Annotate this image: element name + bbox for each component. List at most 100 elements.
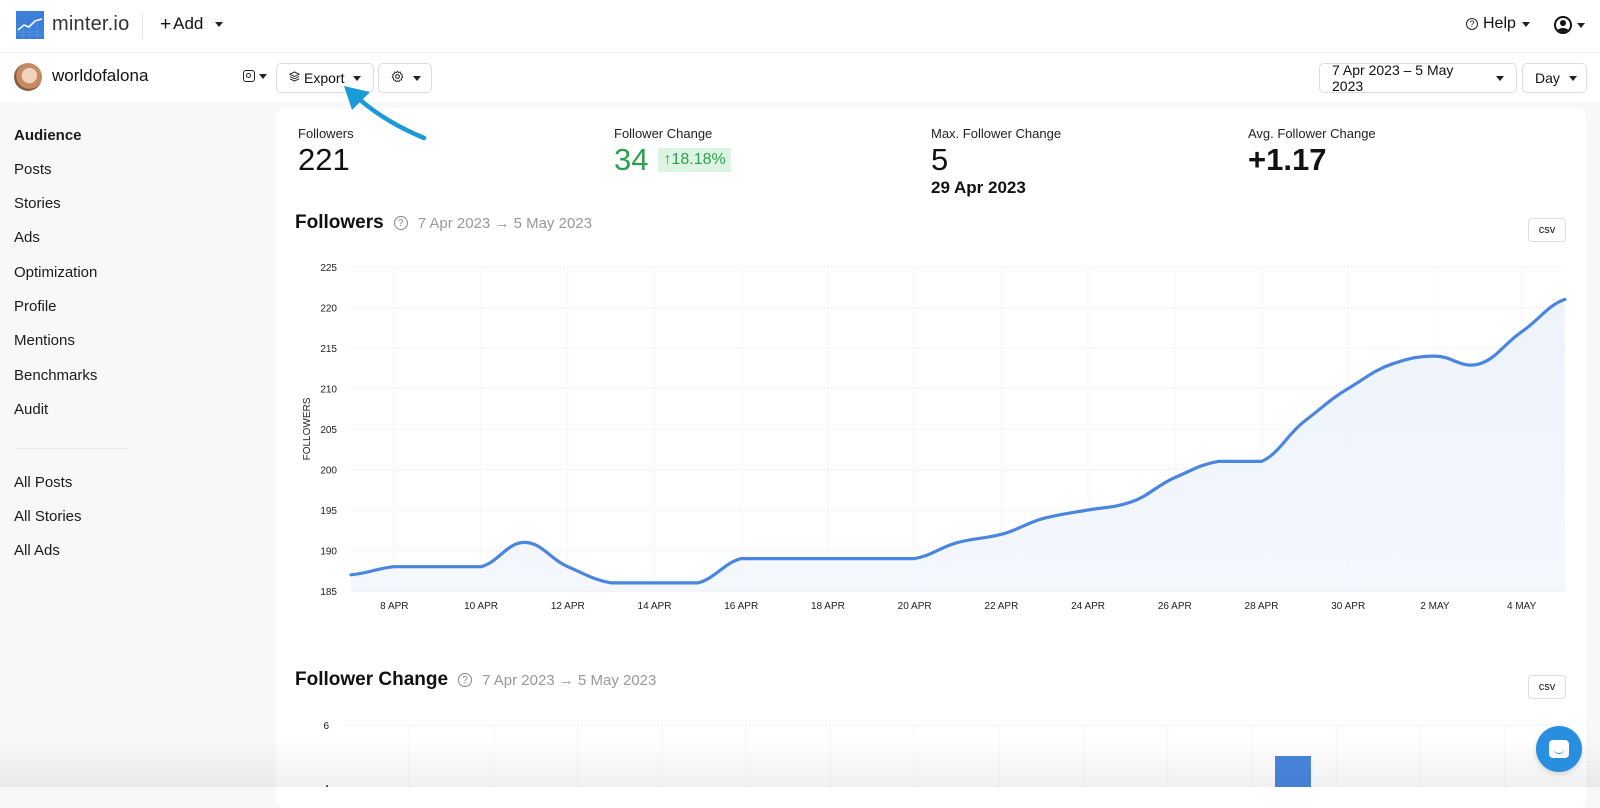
granularity-select[interactable]: Day [1522,63,1587,93]
stat-label: Followers [298,126,354,141]
svg-text:225: 225 [320,263,337,274]
svg-text:2 MAY: 2 MAY [1420,601,1450,612]
stat-followers: Followers 221 [298,126,354,177]
granularity-label: Day [1535,70,1560,86]
export-label: Export [304,70,345,86]
chevron-down-icon [1568,75,1577,81]
chevron-down-icon [1577,22,1585,28]
gear-icon [391,70,404,86]
svg-text:4 MAY: 4 MAY [1507,601,1537,612]
stat-value: 34 ↑18.18% [614,143,731,177]
sidebar-item-all-stories[interactable]: All Stories [14,508,82,525]
top-bar: minter.io + Add ? Help [0,0,1600,52]
svg-text:210: 210 [320,385,337,396]
svg-text:FOLLOWERS: FOLLOWERS [302,397,313,460]
user-icon [1554,16,1572,34]
svg-text:20 APR: 20 APR [898,601,932,612]
help-button[interactable]: ? Help [1466,15,1530,33]
question-icon: ? [1466,18,1478,30]
brand-name[interactable]: minter.io [52,13,130,35]
section-title: Follower Change [295,669,449,690]
sidebar-item-audit[interactable]: Audit [14,401,49,418]
user-menu-button[interactable] [1554,16,1585,34]
chevron-down-icon [259,73,267,79]
sidebar-item-mentions[interactable]: Mentions [14,332,75,349]
svg-text:220: 220 [320,304,337,315]
minter-logo-icon[interactable] [16,11,44,39]
section-range: 7 Apr 2023 → 5 May 2023 [417,214,592,232]
stat-label: Max. Follower Change [931,126,1062,141]
svg-text:24 APR: 24 APR [1071,601,1105,612]
svg-text:200: 200 [320,466,337,477]
layers-icon [288,71,301,85]
settings-button[interactable] [378,63,432,93]
sidebar-item-profile[interactable]: Profile [14,298,57,315]
sidebar-item-all-ads[interactable]: All Ads [14,542,60,559]
svg-text:16 APR: 16 APR [724,601,758,612]
add-button[interactable]: + Add [160,13,224,35]
stat-value: +1.17 [1248,142,1327,177]
sidebar-item-posts[interactable]: Posts [14,161,52,178]
follower-change-csv-button[interactable]: csv [1528,675,1566,699]
help-label: Help [1483,15,1516,32]
arrow-up-icon: ↑ [663,151,672,168]
svg-text:12 APR: 12 APR [551,601,585,612]
stat-max-change: Max. Follower Change 5 29 Apr 2023 [931,126,1061,198]
sidebar-divider [14,448,128,449]
help-icon[interactable]: ? [393,216,408,230]
svg-text:26 APR: 26 APR [1158,601,1192,612]
section-title: Followers [295,212,384,233]
sidebar-item-audience[interactable]: Audience [14,127,82,144]
svg-text:185: 185 [320,587,337,598]
change-value: 34 [614,142,649,177]
sidebar-item-ads[interactable]: Ads [14,229,40,246]
divider [142,14,143,38]
plus-icon: + [160,13,172,35]
avatar[interactable] [14,63,42,91]
followers-chart: 185 190 195 200 205 210 215 220 225 8 APR 10 APR 12… [302,263,1567,787]
svg-text:215: 215 [320,344,337,355]
stat-date: 29 Apr 2023 [931,178,1026,197]
chat-icon [1549,740,1569,758]
sidebar-item-optimization[interactable]: Optimization [14,264,98,281]
add-label: Add [173,14,204,33]
svg-text:8 APR: 8 APR [380,601,408,612]
svg-text:18 APR: 18 APR [811,601,845,612]
followers-csv-button[interactable]: csv [1528,218,1566,242]
sidebar-item-all-posts[interactable]: All Posts [14,474,73,491]
change-percent-badge: ↑18.18% [658,148,731,172]
stat-avg-change: Avg. Follower Change +1.17 [1248,126,1376,177]
section-range: 7 Apr 2023 → 5 May 2023 [482,671,657,689]
svg-text:6: 6 [323,721,329,732]
sidebar-item-benchmarks[interactable]: Benchmarks [14,367,98,384]
chevron-down-icon [353,75,362,81]
svg-text:205: 205 [320,425,337,436]
date-range-label: 7 Apr 2023 – 5 May 2023 [1332,62,1454,94]
svg-text:190: 190 [320,547,337,558]
chevron-down-icon [215,21,224,27]
svg-text:195: 195 [320,506,337,517]
instagram-icon [243,70,255,82]
date-range-picker[interactable]: 7 Apr 2023 – 5 May 2023 [1319,62,1517,94]
follower-change-section-title: Follower Change ? 7 Apr 2023 → 5 May 202… [295,669,656,691]
help-icon[interactable]: ? [458,673,473,687]
stat-value: 5 [931,142,949,177]
chevron-down-icon [1496,75,1504,81]
sidebar: Audience Posts Stories Ads Optimization … [0,108,276,787]
change-percent: 18.18% [671,151,726,168]
instagram-selector[interactable] [243,70,267,82]
account-name[interactable]: worldofalona [52,66,149,85]
stat-label: Follower Change [614,126,713,141]
svg-text:28 APR: 28 APR [1245,601,1279,612]
stat-value: 221 [298,142,350,177]
followers-section-title: Followers ? 7 Apr 2023 → 5 May 2023 [295,212,592,234]
account-bar: worldofalona Export 7 Apr 2023 – 5 May 2… [0,52,1600,102]
svg-text:30 APR: 30 APR [1331,601,1365,612]
sidebar-item-stories[interactable]: Stories [14,195,61,212]
chevron-down-icon [1521,21,1530,27]
chat-support-button[interactable] [1536,726,1582,772]
svg-text:14 APR: 14 APR [638,601,672,612]
svg-text:22 APR: 22 APR [984,601,1018,612]
svg-text:4: 4 [323,784,329,787]
stat-follower-change: Follower Change 34 ↑18.18% [614,126,731,177]
